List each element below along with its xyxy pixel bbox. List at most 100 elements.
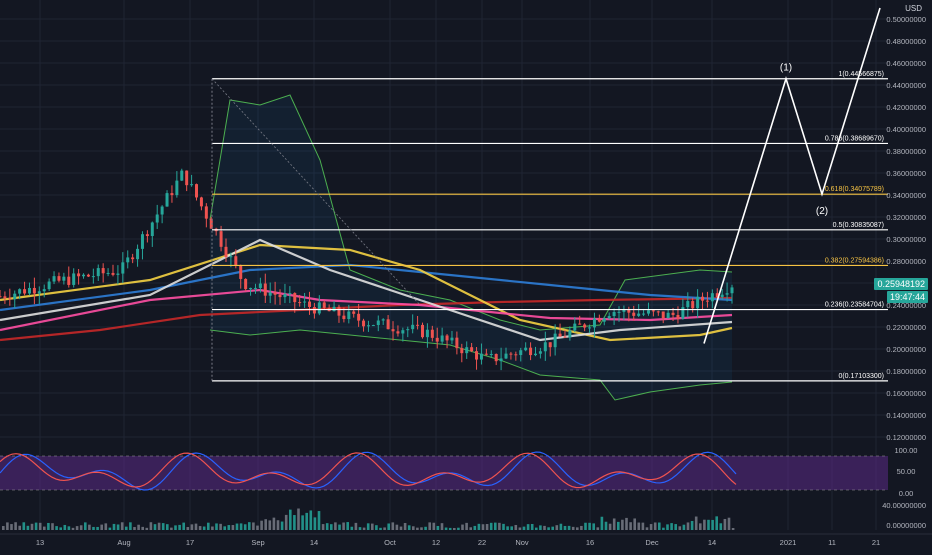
volume-bar xyxy=(43,526,46,530)
volume-bar xyxy=(59,527,62,530)
oscillator-axis-tick: 100.00 xyxy=(895,446,918,455)
candle-body xyxy=(150,222,154,237)
volume-bar xyxy=(387,523,390,530)
candle-body xyxy=(57,276,61,281)
candle-body xyxy=(401,330,405,334)
bar-countdown-badge: 19:47:44 xyxy=(886,291,928,303)
candle-body xyxy=(646,310,650,314)
candle-body xyxy=(185,170,189,186)
current-price-badge: 0.25948192 xyxy=(874,278,928,290)
price-axis-tick: 0.46000000 xyxy=(886,59,926,68)
volume-bar xyxy=(293,515,296,530)
candle-body xyxy=(278,294,282,298)
volume-bar xyxy=(71,527,75,530)
candle-body xyxy=(450,337,454,341)
oscillator-axis-tick: 50.00 xyxy=(897,467,916,476)
volume-bar xyxy=(231,525,235,530)
candle-body xyxy=(445,335,449,341)
volume-bar xyxy=(510,526,513,530)
volume-bar xyxy=(580,525,583,530)
candle-body xyxy=(121,262,125,274)
time-axis-tick: Nov xyxy=(515,538,529,547)
time-axis-tick: 17 xyxy=(186,538,194,547)
candle-body xyxy=(239,265,243,279)
candle-body xyxy=(627,309,631,313)
volume-bar xyxy=(243,524,247,530)
candle-body xyxy=(553,333,557,348)
volume-bar xyxy=(371,523,374,530)
candle-body xyxy=(293,293,297,303)
candle-body xyxy=(47,281,51,290)
volume-bar xyxy=(522,526,526,530)
volume-bar xyxy=(215,523,218,530)
candle-body xyxy=(396,331,400,334)
candle-body xyxy=(524,347,528,351)
volume-bar xyxy=(473,525,477,530)
volume-bar xyxy=(543,525,546,530)
candle-body xyxy=(362,320,366,327)
candle-body xyxy=(715,293,719,298)
volume-bar xyxy=(719,523,723,530)
candle-body xyxy=(573,323,577,331)
volume-bar xyxy=(682,524,686,530)
candle-body xyxy=(170,193,174,196)
volume-bar xyxy=(6,522,9,530)
time-axis-tick: Dec xyxy=(645,538,659,547)
candle-body xyxy=(337,306,341,316)
volume-bar xyxy=(305,512,308,530)
time-axis-tick: 14 xyxy=(310,538,318,547)
time-axis-tick: 16 xyxy=(586,538,594,547)
volume-bar xyxy=(699,523,702,530)
candle-body xyxy=(366,325,370,327)
candle-body xyxy=(607,316,611,319)
volume-bar xyxy=(268,520,272,530)
candle-body xyxy=(67,276,71,285)
volume-bar xyxy=(391,522,395,530)
volume-bar xyxy=(182,522,185,530)
volume-bar xyxy=(399,526,403,530)
candle-body xyxy=(283,293,287,298)
candle-body xyxy=(273,292,277,295)
wave-projection-path xyxy=(703,7,881,344)
candle-body xyxy=(720,294,724,298)
volume-bar xyxy=(489,522,493,530)
candle-body xyxy=(308,301,312,307)
candle-body xyxy=(671,312,675,315)
candle-body xyxy=(637,313,641,316)
volume-bar xyxy=(457,527,460,530)
candle-body xyxy=(588,327,592,329)
volume-bar xyxy=(588,522,591,530)
candle-body xyxy=(131,257,135,260)
candle-body xyxy=(376,320,380,326)
candle-body xyxy=(298,302,302,304)
volume-bar xyxy=(10,524,13,530)
fib-level-label: 0(0.17103300) xyxy=(838,373,884,380)
volume-bar xyxy=(186,527,190,530)
volume-bar xyxy=(120,522,124,530)
candle-body xyxy=(165,193,169,207)
volume-bar xyxy=(297,508,300,530)
candle-body xyxy=(568,330,572,338)
volume-bar xyxy=(256,525,259,530)
candle-body xyxy=(8,298,12,300)
candle-body xyxy=(72,273,76,285)
candle-body xyxy=(140,234,144,249)
volume-bar xyxy=(129,522,132,530)
candle-body xyxy=(578,323,582,325)
candle-body xyxy=(322,302,326,308)
volume-bar xyxy=(207,522,210,530)
candle-body xyxy=(651,310,655,312)
volume-bar xyxy=(461,524,464,530)
volume-bar xyxy=(260,520,263,530)
fib-trend-line xyxy=(211,78,421,306)
candle-body xyxy=(371,325,375,327)
volume-bar xyxy=(145,527,149,530)
price-axis-tick: 0.44000000 xyxy=(886,81,926,90)
volume-bar xyxy=(604,521,608,530)
price-axis-tick: 0.12000000 xyxy=(886,433,926,442)
candle-body xyxy=(411,324,415,330)
volume-bar xyxy=(63,524,67,530)
price-axis-tick: 0.48000000 xyxy=(886,37,926,46)
